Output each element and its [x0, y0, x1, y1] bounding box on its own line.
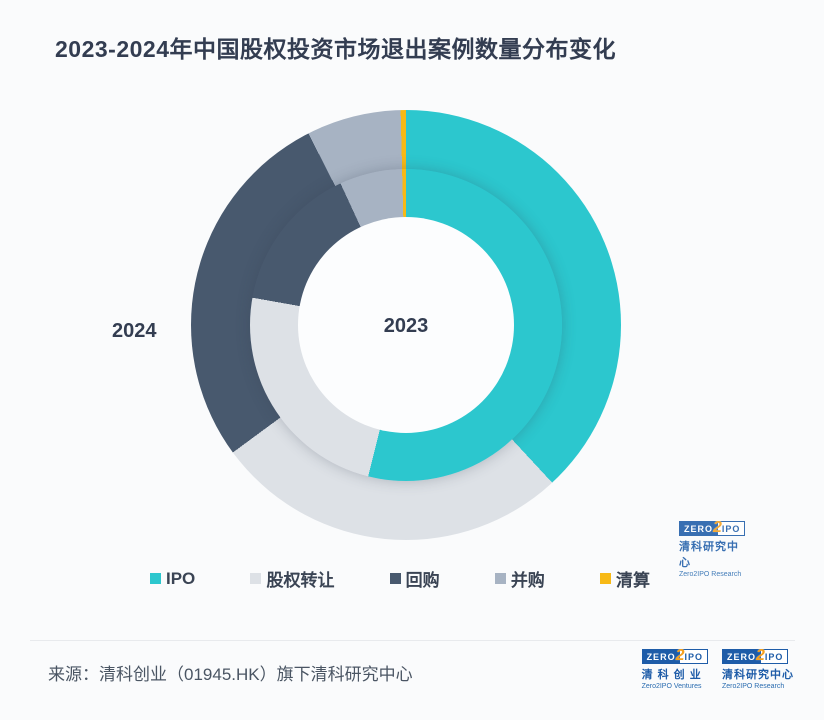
footer-divider [30, 640, 795, 641]
outer-ring-label-2024: 2024 [112, 320, 157, 342]
footer-logos: ZERO 2 IPO 清 科 创 业 Zero2IPO Ventures ZER… [641, 647, 794, 690]
legend-item-share-transfer: 股权转让 [250, 566, 334, 591]
chart-legend: IPO 股权转让 回购 并购 清算 [150, 566, 650, 591]
watermark-zero2ipo-logo: ZERO 2 IPO 清科研究中心 Zero2IPO Research [679, 519, 746, 578]
logo-two-glyph: 2 [713, 519, 722, 536]
footer-logo-cn-name: 清科研究中心 [722, 669, 794, 681]
footer-logo-cn-name: 清 科 创 业 [641, 669, 702, 681]
legend-item-ma: 并购 [494, 566, 545, 591]
footer-logo-en-name: Zero2IPO Ventures [641, 683, 702, 690]
legend-swatch-ipo [150, 573, 161, 584]
logo-ipo-box: IPO [759, 648, 789, 664]
nested-donut-chart: 2023 ZERO 2 IPO 清科研究中心 Zero2IPO Research [191, 110, 746, 578]
footer-logo-ventures: ZERO 2 IPO 清 科 创 业 Zero2IPO Ventures [641, 647, 708, 690]
logo-ipo-box: IPO [716, 520, 746, 536]
zero2ipo-logo-mark: ZERO 2 IPO [679, 519, 746, 536]
logo-two-glyph: 2 [756, 647, 765, 664]
legend-swatch-ma [494, 573, 506, 584]
logo-ipo-box: IPO [679, 648, 708, 664]
chart-title: 2023-2024年中国股权投资市场退出案例数量分布变化 [55, 36, 616, 62]
legend-item-ipo: IPO [150, 569, 195, 589]
legend-label-liquidation: 清算 [615, 571, 650, 590]
footer-logo-en-name: Zero2IPO Research [722, 683, 785, 690]
legend-label-ma: 并购 [510, 571, 545, 590]
legend-label-ipo: IPO [166, 568, 196, 588]
legend-item-liquidation: 清算 [599, 566, 650, 591]
legend-swatch-liquidation [599, 573, 611, 584]
legend-swatch-buyback [389, 573, 401, 584]
inner-ring-label-2023: 2023 [383, 315, 429, 337]
zero2ipo-logo-mark: ZERO 2 IPO [641, 647, 708, 664]
donut-center-hole [298, 217, 514, 433]
source-text: 来源：清科创业（01945.HK）旗下清科研究中心 [48, 665, 413, 684]
logo-two-glyph: 2 [675, 647, 685, 664]
watermark-en-name: Zero2IPO Research [679, 571, 742, 578]
legend-label-buyback: 回购 [405, 571, 440, 590]
legend-item-buyback: 回购 [389, 566, 440, 591]
legend-label-share-transfer: 股权转让 [266, 571, 335, 590]
legend-swatch-share-transfer [250, 573, 262, 584]
zero2ipo-logo-mark: ZERO 2 IPO [722, 647, 789, 664]
watermark-cn-name: 清科研究中心 [679, 541, 739, 569]
footer-logo-research: ZERO 2 IPO 清科研究中心 Zero2IPO Research [722, 648, 794, 690]
